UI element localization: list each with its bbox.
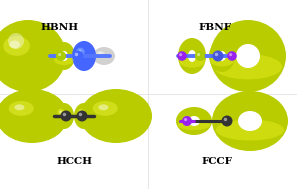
Circle shape (195, 51, 205, 61)
Ellipse shape (76, 48, 85, 56)
Ellipse shape (10, 40, 20, 48)
Ellipse shape (60, 51, 68, 61)
Circle shape (215, 53, 218, 56)
Circle shape (177, 51, 187, 61)
Ellipse shape (3, 36, 30, 56)
Ellipse shape (0, 20, 66, 92)
Ellipse shape (78, 50, 81, 53)
Ellipse shape (59, 110, 62, 113)
Circle shape (229, 53, 232, 56)
Circle shape (61, 111, 72, 122)
Ellipse shape (179, 55, 205, 68)
Circle shape (77, 111, 88, 122)
Ellipse shape (178, 120, 210, 130)
Ellipse shape (210, 55, 234, 66)
Ellipse shape (78, 109, 85, 116)
Circle shape (79, 113, 82, 116)
Ellipse shape (218, 51, 226, 61)
Ellipse shape (58, 109, 64, 116)
Ellipse shape (54, 103, 74, 129)
Circle shape (184, 118, 187, 121)
Ellipse shape (74, 103, 94, 129)
Circle shape (72, 50, 83, 61)
Circle shape (222, 115, 233, 126)
Text: FCCF: FCCF (201, 156, 233, 166)
Ellipse shape (99, 52, 102, 54)
Ellipse shape (236, 44, 260, 68)
Ellipse shape (97, 51, 105, 56)
Ellipse shape (14, 104, 24, 110)
Circle shape (197, 53, 200, 56)
Ellipse shape (79, 110, 82, 113)
Circle shape (58, 53, 61, 56)
Ellipse shape (93, 47, 115, 65)
Circle shape (227, 51, 237, 61)
Circle shape (8, 33, 24, 49)
Circle shape (75, 53, 78, 56)
Circle shape (224, 118, 227, 121)
Ellipse shape (9, 101, 34, 116)
Ellipse shape (0, 89, 68, 143)
Ellipse shape (214, 54, 282, 79)
Ellipse shape (53, 42, 75, 70)
Circle shape (179, 53, 182, 56)
Ellipse shape (98, 104, 108, 110)
Circle shape (56, 51, 66, 61)
Ellipse shape (212, 91, 288, 151)
Ellipse shape (210, 20, 286, 92)
Text: HCCH: HCCH (56, 156, 92, 166)
Ellipse shape (209, 40, 235, 72)
Circle shape (212, 50, 224, 61)
Text: FBNF: FBNF (198, 23, 232, 33)
Text: HBNH: HBNH (41, 23, 79, 33)
Ellipse shape (72, 41, 96, 71)
Ellipse shape (238, 111, 262, 131)
Circle shape (182, 116, 192, 126)
Ellipse shape (178, 38, 206, 74)
Ellipse shape (93, 101, 118, 116)
Ellipse shape (176, 107, 212, 135)
Ellipse shape (188, 50, 196, 62)
Ellipse shape (216, 119, 284, 140)
Ellipse shape (80, 89, 152, 143)
Ellipse shape (54, 55, 74, 65)
Ellipse shape (188, 116, 200, 126)
Circle shape (63, 113, 66, 116)
